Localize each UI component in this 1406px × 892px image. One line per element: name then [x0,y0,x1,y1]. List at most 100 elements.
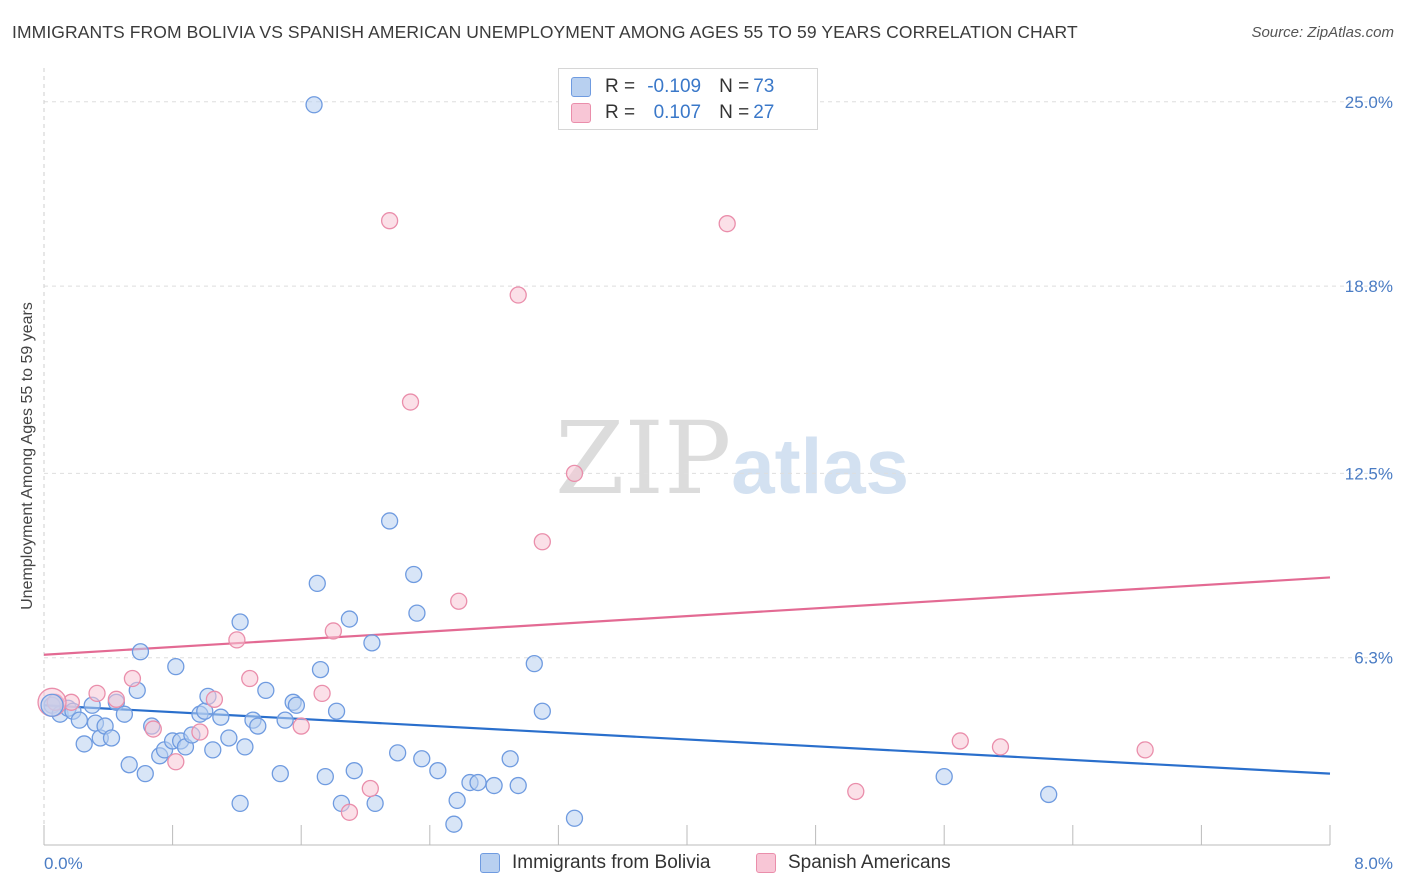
point-bolivia [308,574,326,593]
point-bolivia-cluster [40,693,64,717]
point-spanish [450,592,468,610]
legend-swatch-spanish [756,853,776,873]
point-spanish [361,779,379,798]
y-tick-label: 12.5% [1345,464,1393,483]
point-bolivia [115,705,134,723]
y-tick-label: 18.8% [1345,277,1393,296]
data-points [37,96,1154,833]
x-tick-label: 8.0% [1354,854,1393,873]
y-tick-label: 6.3% [1354,649,1393,668]
point-bolivia [533,702,551,720]
point-bolivia [236,738,254,756]
point-bolivia [388,744,407,762]
point-bolivia [204,741,222,759]
point-spanish [107,690,125,708]
legend-row-bolivia: R = -0.109 N = 73 [571,75,774,99]
legend-n-label: N = [719,76,750,97]
point-bolivia [405,565,423,584]
point-bolivia [231,613,249,631]
grid-lines [44,101,1390,659]
point-spanish [241,669,259,688]
point-spanish [509,286,527,304]
watermark-atlas: atlas [731,422,910,510]
point-bolivia [120,756,138,774]
legend-r-label: R = [605,102,636,123]
point-bolivia [501,750,519,768]
point-spanish [991,738,1010,756]
point-bolivia [311,660,330,679]
point-spanish [191,723,209,741]
point-bolivia [363,634,381,652]
point-bolivia [380,512,399,530]
point-bolivia [429,762,447,780]
point-bolivia [485,776,503,795]
point-spanish [401,393,420,411]
tick-labels: 6.3% 12.5% 18.8% 25.0% 0.0% 8.0% [44,93,1393,873]
point-spanish [144,720,162,738]
point-spanish [88,684,106,703]
point-bolivia [935,767,953,786]
point-spanish [951,732,969,750]
legend-swatch-bolivia [480,853,500,873]
x-tick-label: 0.0% [44,854,83,873]
point-bolivia [136,765,154,783]
point-spanish [380,212,399,230]
point-bolivia [102,729,121,747]
point-bolivia [271,765,289,783]
point-bolivia [408,604,426,622]
watermark-zip: ZIP [555,400,732,517]
chart-source: Source: ZipAtlas.com [1251,24,1394,41]
point-bolivia [276,711,294,729]
point-spanish [565,464,584,483]
point-bolivia [340,610,359,628]
point-spanish [292,717,310,735]
point-bolivia [366,794,384,813]
point-bolivia [565,809,584,827]
point-bolivia [469,773,487,792]
point-bolivia [212,708,230,726]
point-spanish [167,753,185,771]
legend-swatch-bolivia [571,77,591,97]
point-bolivia [70,711,89,729]
legend-label-bolivia: Immigrants from Bolivia [512,852,711,873]
point-spanish [1136,741,1154,759]
point-spanish [718,215,736,233]
y-tick-label: 25.0% [1345,93,1393,112]
legend-item-bolivia: Immigrants from Bolivia [480,852,711,874]
point-spanish [340,803,359,821]
point-bolivia [257,681,275,700]
point-spanish [313,684,331,703]
legend-r-value: 0.107 [653,102,702,123]
legend-n-value: 27 [753,102,775,123]
point-bolivia [448,791,466,810]
point-bolivia [445,815,463,833]
point-spanish [533,533,551,551]
legend-r-value: -0.109 [647,76,702,97]
point-bolivia [249,717,267,735]
point-bolivia [220,729,238,747]
trend-line-spanish [43,576,1331,656]
point-spanish [228,631,246,649]
point-spanish [324,622,343,640]
point-bolivia [509,776,527,795]
legend-label-spanish: Spanish Americans [788,852,951,873]
legend-swatch-spanish [571,103,591,123]
legend-r-label: R = [605,76,636,97]
point-bolivia [525,655,543,673]
watermark: ZIPatlas [555,400,909,517]
legend-item-spanish: Spanish Americans [756,852,951,874]
point-bolivia [316,767,334,786]
point-spanish [847,782,865,801]
point-spanish [205,690,224,708]
point-bolivia [413,750,431,768]
point-bolivia [131,643,150,661]
point-bolivia [1040,785,1058,804]
point-bolivia [231,794,249,813]
point-bolivia [305,96,323,114]
chart-title: IMMIGRANTS FROM BOLIVIA VS SPANISH AMERI… [12,22,1078,42]
point-bolivia [345,762,363,780]
point-spanish [123,669,142,688]
legend-stats: R = -0.109 N = 73 R = 0.107 N = 27 [558,68,818,130]
legend-series: Immigrants from Bolivia Spanish American… [0,852,1406,878]
